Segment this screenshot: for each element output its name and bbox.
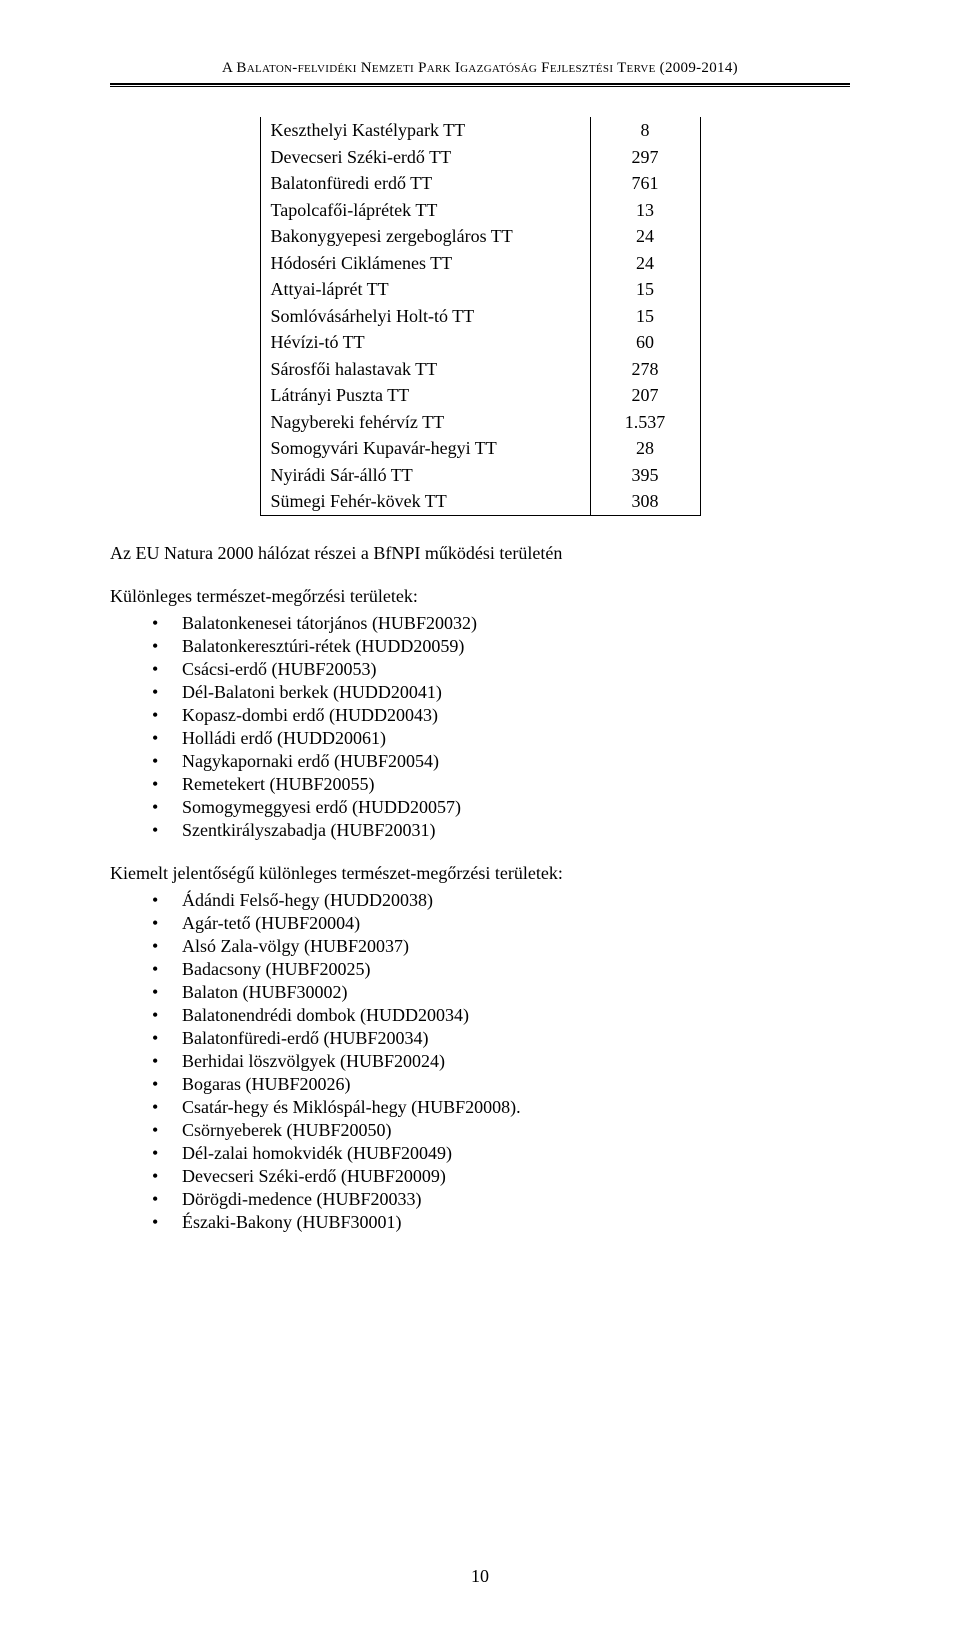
table-cell-name: Somlóvásárhelyi Holt-tó TT [260, 303, 590, 330]
table-cell-name: Tapolcafői-láprétek TT [260, 197, 590, 224]
page-header-title: A Balaton-felvidéki Nemzeti Park Igazgat… [110, 60, 850, 81]
list-item: Remetekert (HUBF20055) [152, 773, 850, 796]
table-cell-value: 15 [590, 303, 700, 330]
table-cell-value: 24 [590, 223, 700, 250]
table-cell-value: 297 [590, 144, 700, 171]
table-cell-name: Hévízi-tó TT [260, 329, 590, 356]
list-item: Balatonendrédi dombok (HUDD20034) [152, 1004, 850, 1027]
table-cell-value: 24 [590, 250, 700, 277]
table-cell-value: 1.537 [590, 409, 700, 436]
list-item: Agár-tető (HUBF20004) [152, 912, 850, 935]
page: A Balaton-felvidéki Nemzeti Park Igazgat… [0, 0, 960, 1627]
table-cell-value: 207 [590, 382, 700, 409]
list-item: Kopasz-dombi erdő (HUDD20043) [152, 704, 850, 727]
table-cell-value: 15 [590, 276, 700, 303]
table-cell-name: Somogyvári Kupavár-hegyi TT [260, 435, 590, 462]
list-item: Dörögdi-medence (HUBF20033) [152, 1188, 850, 1211]
table-cell-value: 278 [590, 356, 700, 383]
list-item: Csácsi-erdő (HUBF20053) [152, 658, 850, 681]
table-row: Bakonygyepesi zergebogláros TT24 [260, 223, 700, 250]
table-cell-value: 395 [590, 462, 700, 489]
table-cell-value: 8 [590, 117, 700, 144]
table-cell-name: Látrányi Puszta TT [260, 382, 590, 409]
list-item: Balaton (HUBF30002) [152, 981, 850, 1004]
list-item: Somogymeggyesi erdő (HUDD20057) [152, 796, 850, 819]
header-rule [110, 83, 850, 87]
list-item: Nagykapornaki erdő (HUBF20054) [152, 750, 850, 773]
table-row: Hévízi-tó TT60 [260, 329, 700, 356]
list-item: Balatonkenesei tátorjános (HUBF20032) [152, 612, 850, 635]
table-cell-value: 13 [590, 197, 700, 224]
table-row: Somogyvári Kupavár-hegyi TT28 [260, 435, 700, 462]
table-row: Hódoséri Ciklámenes TT24 [260, 250, 700, 277]
list-item: Berhidai löszvölgyek (HUBF20024) [152, 1050, 850, 1073]
table-cell-name: Bakonygyepesi zergebogláros TT [260, 223, 590, 250]
table-cell-name: Devecseri Széki-erdő TT [260, 144, 590, 171]
body-text: Az EU Natura 2000 hálózat részei a BfNPI… [110, 542, 850, 1235]
section1-list: Balatonkenesei tátorjános (HUBF20032)Bal… [152, 612, 850, 842]
table-row: Sümegi Fehér-kövek TT308 [260, 488, 700, 515]
table-row: Attyai-láprét TT15 [260, 276, 700, 303]
table-row: Somlóvásárhelyi Holt-tó TT15 [260, 303, 700, 330]
list-item: Alsó Zala-völgy (HUBF20037) [152, 935, 850, 958]
list-item: Északi-Bakony (HUBF30001) [152, 1211, 850, 1234]
table-row: Balatonfüredi erdő TT761 [260, 170, 700, 197]
list-item: Csörnyeberek (HUBF20050) [152, 1119, 850, 1142]
table-cell-value: 761 [590, 170, 700, 197]
section2-subheading: Kiemelt jelentőségű különleges természet… [110, 862, 850, 885]
list-item: Dél-zalai homokvidék (HUBF20049) [152, 1142, 850, 1165]
table-row: Nagybereki fehérvíz TT1.537 [260, 409, 700, 436]
list-item: Badacsony (HUBF20025) [152, 958, 850, 981]
table-cell-name: Attyai-láprét TT [260, 276, 590, 303]
table-cell-name: Sárosfői halastavak TT [260, 356, 590, 383]
list-item: Ádándi Felső-hegy (HUDD20038) [152, 889, 850, 912]
table-row: Tapolcafői-láprétek TT13 [260, 197, 700, 224]
page-number: 10 [0, 1566, 960, 1587]
list-item: Bogaras (HUBF20026) [152, 1073, 850, 1096]
table-cell-name: Keszthelyi Kastélypark TT [260, 117, 590, 144]
table-cell-name: Nagybereki fehérvíz TT [260, 409, 590, 436]
table-cell-value: 60 [590, 329, 700, 356]
list-item: Szentkirályszabadja (HUBF20031) [152, 819, 850, 842]
section2-list: Ádándi Felső-hegy (HUDD20038)Agár-tető (… [152, 889, 850, 1234]
list-item: Devecseri Széki-erdő (HUBF20009) [152, 1165, 850, 1188]
table-row: Látrányi Puszta TT207 [260, 382, 700, 409]
table-cell-name: Nyirádi Sár-álló TT [260, 462, 590, 489]
areas-table: Keszthelyi Kastélypark TT8Devecseri Szék… [260, 117, 701, 516]
table-cell-name: Sümegi Fehér-kövek TT [260, 488, 590, 515]
section1-intro: Az EU Natura 2000 hálózat részei a BfNPI… [110, 542, 850, 565]
table-cell-value: 308 [590, 488, 700, 515]
table-cell-value: 28 [590, 435, 700, 462]
table-row: Sárosfői halastavak TT278 [260, 356, 700, 383]
section1-subheading: Különleges természet-megőrzési területek… [110, 585, 850, 608]
list-item: Balatonkeresztúri-rétek (HUDD20059) [152, 635, 850, 658]
table-cell-name: Hódoséri Ciklámenes TT [260, 250, 590, 277]
list-item: Balatonfüredi-erdő (HUBF20034) [152, 1027, 850, 1050]
table-row: Nyirádi Sár-álló TT395 [260, 462, 700, 489]
list-item: Dél-Balatoni berkek (HUDD20041) [152, 681, 850, 704]
table-row: Keszthelyi Kastélypark TT8 [260, 117, 700, 144]
list-item: Holládi erdő (HUDD20061) [152, 727, 850, 750]
table-row: Devecseri Széki-erdő TT297 [260, 144, 700, 171]
table-cell-name: Balatonfüredi erdő TT [260, 170, 590, 197]
list-item: Csatár-hegy és Miklóspál-hegy (HUBF20008… [152, 1096, 850, 1119]
